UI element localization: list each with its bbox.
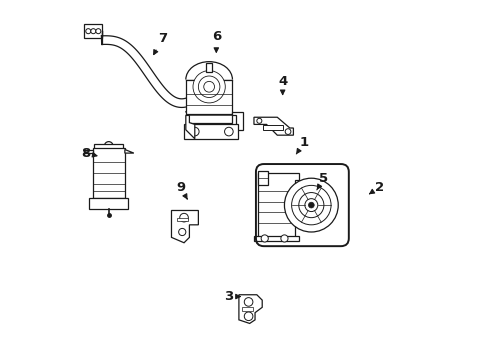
Bar <box>258 171 269 185</box>
Circle shape <box>281 235 288 242</box>
Bar <box>95 144 123 149</box>
Circle shape <box>180 213 188 222</box>
Polygon shape <box>258 173 299 237</box>
Bar <box>89 198 128 209</box>
Circle shape <box>245 298 253 306</box>
Circle shape <box>91 29 96 34</box>
Text: 5: 5 <box>317 172 328 190</box>
Polygon shape <box>84 149 93 153</box>
Text: 7: 7 <box>154 32 167 55</box>
Text: 8: 8 <box>81 147 97 159</box>
Bar <box>93 148 125 198</box>
Bar <box>186 80 232 116</box>
Polygon shape <box>239 295 262 323</box>
Text: 3: 3 <box>224 290 240 303</box>
Polygon shape <box>84 24 101 39</box>
Circle shape <box>299 193 324 218</box>
Text: 1: 1 <box>296 136 309 154</box>
Bar <box>263 126 283 130</box>
Circle shape <box>179 228 186 235</box>
Polygon shape <box>172 211 198 243</box>
Polygon shape <box>125 149 134 153</box>
Circle shape <box>285 129 291 134</box>
Polygon shape <box>254 117 294 135</box>
Bar <box>186 114 232 123</box>
Circle shape <box>245 312 253 320</box>
Polygon shape <box>232 112 243 130</box>
Bar <box>243 307 253 311</box>
Polygon shape <box>101 36 204 107</box>
Text: 2: 2 <box>369 181 384 194</box>
Circle shape <box>261 235 269 242</box>
Circle shape <box>309 202 314 208</box>
Polygon shape <box>186 116 195 139</box>
Circle shape <box>198 76 220 98</box>
Text: 4: 4 <box>278 75 287 94</box>
Circle shape <box>285 178 338 232</box>
Circle shape <box>224 127 233 136</box>
Circle shape <box>292 185 331 225</box>
Circle shape <box>204 81 215 92</box>
Bar <box>254 235 299 241</box>
Circle shape <box>305 199 318 212</box>
Bar <box>184 125 238 139</box>
Bar <box>177 218 188 221</box>
Circle shape <box>257 118 262 123</box>
Circle shape <box>86 29 91 34</box>
Circle shape <box>104 141 113 150</box>
Circle shape <box>191 127 199 136</box>
Circle shape <box>193 71 225 103</box>
Circle shape <box>96 29 101 34</box>
Text: 9: 9 <box>176 181 187 199</box>
Text: 6: 6 <box>212 30 221 52</box>
Bar <box>206 63 212 72</box>
